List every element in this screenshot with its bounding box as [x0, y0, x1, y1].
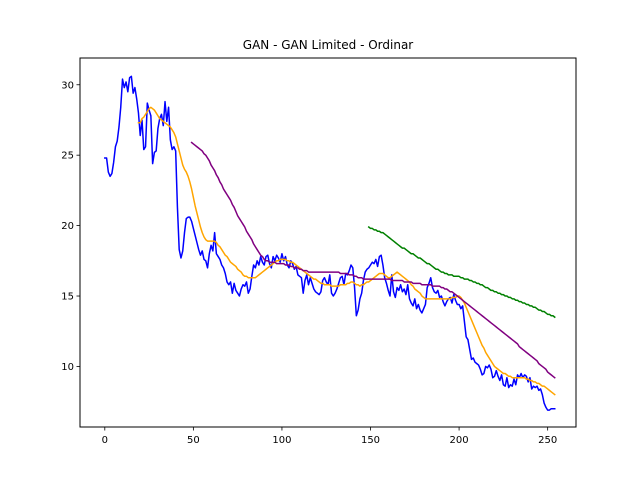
x-axis: 0 50 100 150 200 250	[102, 427, 557, 446]
x-tick-label: 150	[361, 435, 380, 446]
y-tick-label: 25	[61, 151, 74, 162]
series-line-3	[190, 141, 556, 379]
y-axis: 10 15 20 25 30	[61, 80, 80, 373]
y-tick-label: 15	[61, 292, 74, 303]
y-tick-label: 30	[61, 80, 74, 91]
y-tick-label: 20	[61, 221, 74, 232]
chart-title: GAN - GAN Limited - Ordinar	[243, 38, 414, 52]
x-tick-label: 50	[187, 435, 200, 446]
series-line-1	[104, 75, 556, 411]
x-tick-label: 100	[272, 435, 291, 446]
x-tick-label: 200	[450, 435, 469, 446]
series-layer	[104, 75, 556, 411]
y-tick-label: 10	[61, 362, 74, 373]
plot-area-frame	[79, 57, 577, 428]
series-line-2	[137, 106, 556, 396]
x-tick-label: 250	[538, 435, 557, 446]
series-line-4	[367, 225, 556, 319]
x-tick-label: 0	[102, 435, 108, 446]
